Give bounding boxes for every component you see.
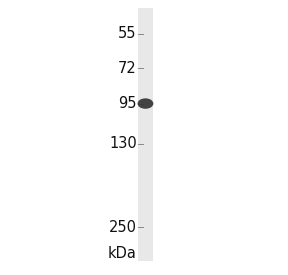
Text: 72: 72 — [118, 61, 137, 76]
Text: 95: 95 — [118, 96, 137, 111]
Ellipse shape — [138, 98, 153, 109]
Bar — [137, 8, 153, 261]
Text: 55: 55 — [118, 26, 137, 41]
Text: kDa: kDa — [108, 246, 137, 261]
Text: 130: 130 — [109, 136, 137, 151]
Text: 250: 250 — [109, 219, 137, 235]
